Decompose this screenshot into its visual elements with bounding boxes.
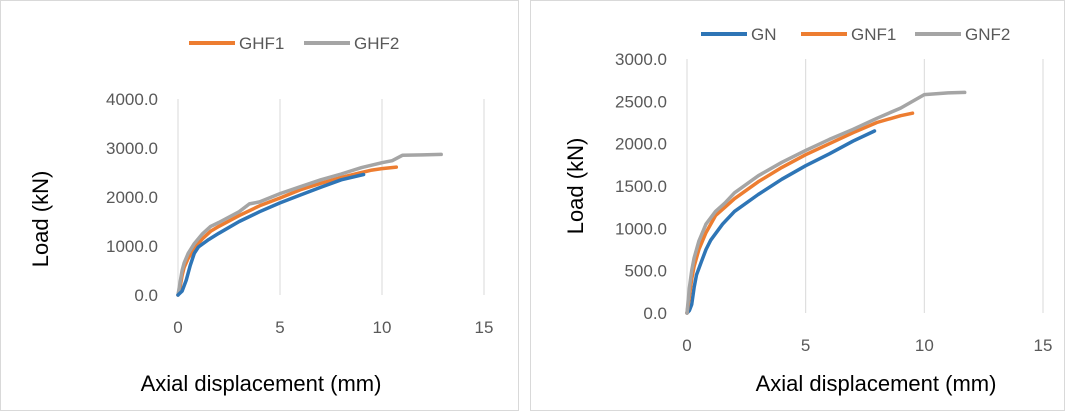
y-axis-title: Load (kN) [563,138,588,235]
y-axis-title: Load (kN) [28,171,53,268]
y-tick-label: 3000.0 [106,139,158,158]
series-line-gnf2 [685,90,967,315]
x-tick-label: 15 [1034,336,1053,355]
x-tick-label: 5 [801,336,810,355]
chart-right-svg: 0 5 10 15 0.0 500.0 1000.0 1500.0 2000.0 2500.0 30… [563,25,1053,396]
x-tick-label: 5 [275,318,284,337]
legend-label: GN [751,25,777,44]
x-tick-label: 10 [915,336,934,355]
y-tick-label: 2000.0 [106,188,158,207]
x-tick-label: 0 [682,336,691,355]
series-line-ghf1 [176,165,399,297]
series-line-unnamed [176,172,366,297]
y-tick-label: 0.0 [134,286,158,305]
legend-label: GHF2 [354,34,399,53]
x-axis-title: Axial displacement (mm) [756,371,997,396]
y-tick-label: 2500.0 [615,92,667,111]
x-axis-title: Axial displacement (mm) [141,371,382,396]
series-line-ghf2 [176,152,443,297]
chart-panel-right: 0 5 10 15 0.0 500.0 1000.0 1500.0 2000.0 2500.0 30… [530,0,1065,411]
legend-label: GHF1 [239,34,284,53]
y-tick-label: 500.0 [624,262,667,281]
series-line-gn [685,129,877,315]
y-tick-label: 0.0 [643,304,667,323]
chart-left-svg: 0 5 10 15 0.0 1000.0 2000.0 3000.0 4000.0 Load (k… [28,34,494,396]
legend-label: GNF1 [851,25,896,44]
y-tick-label: 4000.0 [106,90,158,109]
x-tick-label: 10 [373,318,392,337]
x-tick-label: 0 [173,318,182,337]
y-tick-label: 1500.0 [615,177,667,196]
series-line-gnf1 [685,111,915,315]
y-tick-label: 1000.0 [615,219,667,238]
x-tick-label: 15 [475,318,494,337]
y-tick-label: 2000.0 [615,135,667,154]
chart-panel-left: 0 5 10 15 0.0 1000.0 2000.0 3000.0 4000.0 Load (k… [0,0,519,411]
legend-label: GNF2 [965,25,1010,44]
y-tick-label: 3000.0 [615,50,667,69]
y-tick-label: 1000.0 [106,237,158,256]
